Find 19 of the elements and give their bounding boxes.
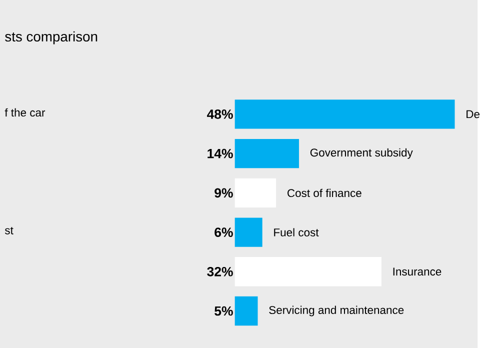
y-tick-label: Insurance [393, 268, 442, 276]
y-tick-label: Fuel cost [274, 228, 319, 236]
data-label: 5% [214, 306, 233, 316]
y-tick-label: Government subsidy [310, 148, 413, 159]
bar [234, 138, 299, 168]
data-label: 6% [214, 227, 233, 237]
y-tick-label: Cost of finance [288, 188, 362, 197]
y-tick-label: Servicing and maintenance [269, 306, 404, 316]
text: f the car [4, 108, 46, 116]
y-tick-label: De [466, 110, 480, 118]
data-label: 32% [207, 266, 233, 276]
text: sts comparison [5, 31, 98, 44]
data-label: 48% [207, 109, 233, 119]
text: st [4, 226, 14, 234]
data-label: 9% [214, 188, 233, 198]
bar [234, 100, 455, 129]
bar [234, 218, 262, 247]
bar [234, 296, 258, 326]
data-label: 14% [208, 148, 233, 158]
